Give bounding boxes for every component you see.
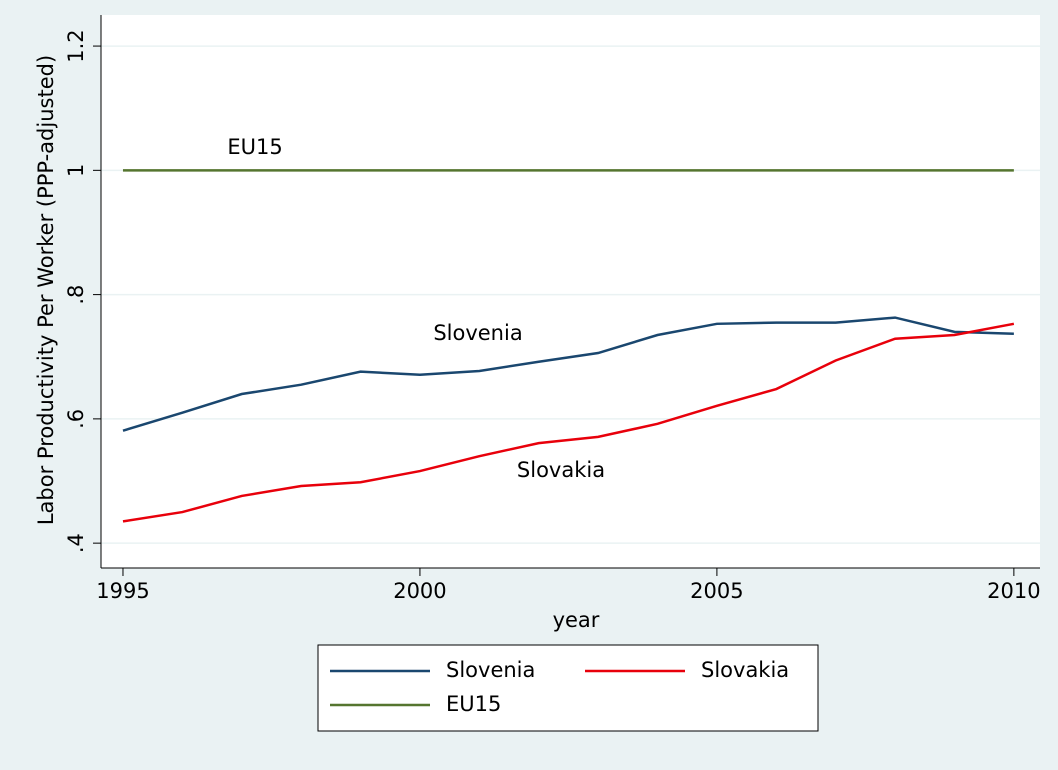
annotation: EU15 — [227, 135, 282, 159]
legend-label: Slovenia — [446, 658, 535, 682]
y-tick-label: 1 — [64, 164, 88, 177]
x-axis-label: year — [553, 608, 600, 632]
annotation: Slovakia — [517, 458, 605, 482]
legend-label: Slovakia — [701, 658, 789, 682]
y-tick-label: .4 — [64, 533, 88, 553]
x-tick-label: 2000 — [393, 579, 446, 603]
line — [122, 322, 1015, 523]
y-tick-label: .6 — [64, 409, 88, 429]
legend — [317, 644, 819, 732]
y-tick-label: .8 — [64, 285, 88, 305]
annotation: Slovenia — [433, 321, 522, 345]
y-axis-label: Labor Productivity Per Worker (PPP-adjus… — [34, 55, 58, 525]
legend-label: EU15 — [446, 692, 501, 716]
x-tick-label: 2010 — [987, 579, 1040, 603]
x-tick-label: 1995 — [96, 579, 149, 603]
line — [122, 316, 1014, 432]
y-tick-label: 1.2 — [64, 29, 88, 62]
x-tick-label: 2005 — [690, 579, 743, 603]
plot-area — [101, 15, 1040, 568]
